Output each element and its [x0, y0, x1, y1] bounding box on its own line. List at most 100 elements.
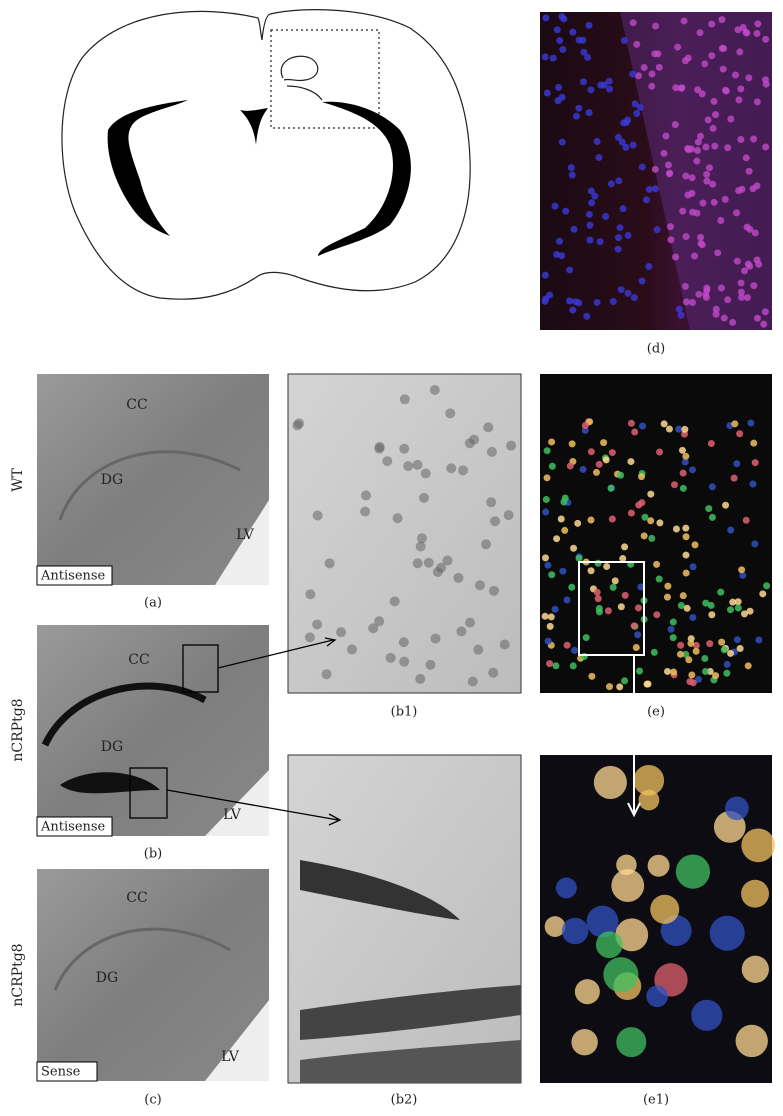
- cell: [456, 626, 467, 637]
- cell: [663, 667, 671, 675]
- cell: [423, 557, 434, 568]
- cell: [429, 384, 440, 395]
- cell: [490, 516, 501, 527]
- cell: [671, 121, 679, 129]
- cell: [556, 37, 564, 45]
- tissue-features: [41, 12, 772, 1083]
- cell: [585, 210, 593, 218]
- cell: [750, 439, 758, 447]
- cell: [617, 471, 625, 479]
- panel-label: (e): [647, 705, 665, 720]
- cell: [399, 656, 410, 667]
- cell: [633, 40, 641, 48]
- cell: [570, 544, 578, 552]
- cell: [712, 310, 720, 318]
- cell: [727, 115, 735, 123]
- cell: [321, 669, 332, 680]
- cell: [543, 474, 551, 482]
- cell: [723, 660, 731, 668]
- cell: [647, 854, 670, 877]
- cell: [634, 631, 642, 639]
- cell: [304, 632, 315, 643]
- cell: [584, 53, 592, 61]
- cell: [727, 526, 735, 534]
- cell: [688, 189, 696, 197]
- cell: [548, 462, 556, 470]
- cell: [604, 607, 612, 615]
- cell: [687, 639, 695, 647]
- region-label: CC: [128, 652, 149, 668]
- cell: [374, 441, 385, 452]
- cell: [606, 85, 614, 93]
- brain-schematic: [61, 9, 471, 300]
- cell: [506, 440, 517, 451]
- cell: [419, 492, 430, 503]
- cell: [442, 555, 453, 566]
- cell: [737, 279, 745, 287]
- cell: [712, 305, 720, 313]
- cell: [703, 286, 711, 294]
- cell: [708, 483, 716, 491]
- cell: [666, 223, 674, 231]
- cell: [611, 577, 619, 585]
- cell: [486, 497, 497, 508]
- cell: [360, 490, 371, 501]
- cell: [486, 446, 497, 457]
- cell: [681, 425, 689, 433]
- cell: [581, 426, 589, 434]
- region-label: DG: [96, 970, 118, 986]
- cell: [561, 494, 569, 502]
- cell: [581, 421, 589, 429]
- cell: [638, 163, 646, 171]
- cell: [751, 229, 759, 237]
- cell: [761, 308, 769, 316]
- cell: [763, 582, 771, 590]
- cell: [706, 164, 714, 172]
- cell: [399, 443, 410, 454]
- cell: [546, 660, 554, 668]
- cell: [720, 314, 728, 322]
- cell: [558, 93, 566, 101]
- cell: [553, 26, 561, 34]
- cell: [717, 284, 725, 292]
- cell: [403, 461, 414, 472]
- cell: [651, 50, 659, 58]
- panel-label: (a): [144, 596, 162, 611]
- cell: [586, 221, 594, 229]
- cell: [547, 613, 555, 621]
- cell: [744, 662, 752, 670]
- cell: [648, 70, 656, 78]
- ventricles: [107, 100, 411, 256]
- cell: [546, 291, 554, 299]
- cell: [575, 299, 583, 307]
- cell: [541, 53, 549, 61]
- cell: [702, 599, 710, 607]
- cell: [762, 76, 770, 84]
- cell: [733, 257, 741, 265]
- cell: [669, 618, 677, 626]
- row-label: nCRPtg8: [10, 943, 26, 1006]
- cell: [762, 143, 770, 151]
- cell: [586, 236, 594, 244]
- cell: [710, 97, 718, 105]
- cell: [736, 48, 744, 56]
- cell: [754, 314, 762, 322]
- cell: [681, 458, 689, 466]
- cell: [336, 627, 347, 638]
- cell: [563, 641, 571, 649]
- cell: [753, 98, 761, 106]
- cell: [580, 652, 588, 660]
- cell: [694, 138, 702, 146]
- cell: [708, 611, 716, 619]
- cell: [696, 132, 704, 140]
- cell: [739, 571, 747, 579]
- panel-label: (e1): [643, 1093, 669, 1108]
- cell: [603, 957, 639, 993]
- cell: [726, 649, 734, 657]
- cell: [650, 648, 658, 656]
- cell: [677, 311, 685, 319]
- cell: [595, 931, 623, 959]
- cell: [675, 425, 683, 433]
- cell: [742, 516, 750, 524]
